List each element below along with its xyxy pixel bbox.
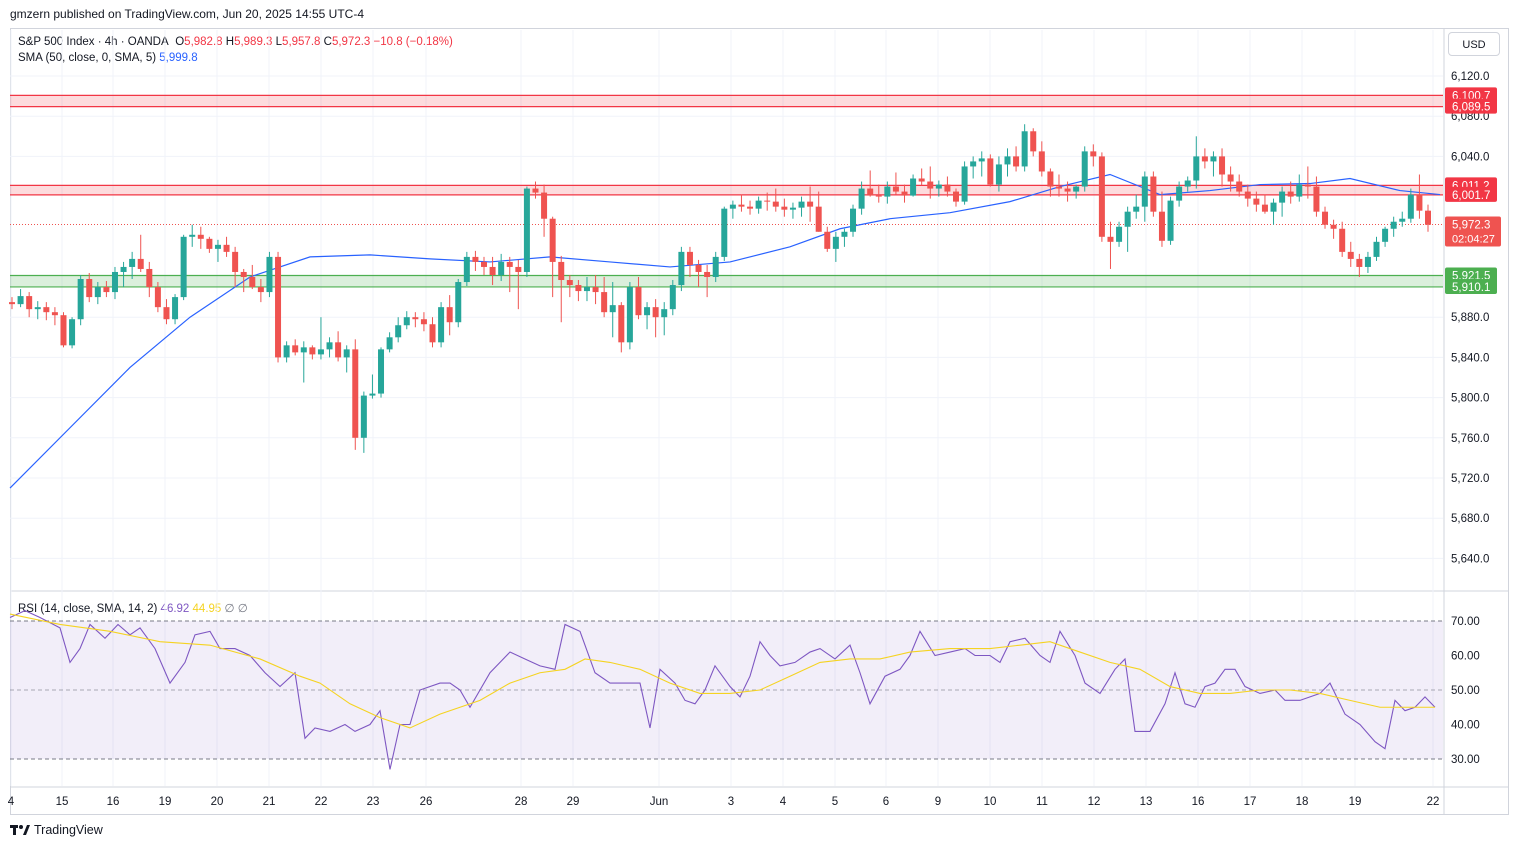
chart-frame xyxy=(10,28,1509,815)
open-label: O xyxy=(175,36,185,48)
symbol-label: S&P 500 Index · 4h · OANDA xyxy=(18,36,169,48)
tradingview-logo-icon xyxy=(10,825,30,835)
close-label: C xyxy=(323,36,332,48)
footer-brand[interactable]: TradingView xyxy=(10,823,103,837)
currency-button[interactable]: USD xyxy=(1448,32,1500,56)
sma-label: SMA (50, close, 0, SMA, 5) xyxy=(18,52,157,64)
rsi-sma-value: 44.95 xyxy=(192,603,222,615)
sma-value: 5,999.8 xyxy=(159,52,198,64)
rsi-extra: ∅ ∅ xyxy=(224,603,248,615)
close-value: 5,972.3 xyxy=(331,36,371,48)
brand-name: TradingView xyxy=(34,823,103,837)
high-value: 5,989.3 xyxy=(234,36,273,48)
main-legend: S&P 500 Index · 4h · OANDA O5,982.8 H5,9… xyxy=(18,36,453,48)
change-value: −10.8 (−0.18%) xyxy=(373,36,453,48)
rsi-label: RSI (14, close, SMA, 14, 2) xyxy=(18,603,158,615)
rsi-legend[interactable]: RSI (14, close, SMA, 14, 2) 46.92 44.95 … xyxy=(18,601,248,615)
sma-legend[interactable]: SMA (50, close, 0, SMA, 5) 5,999.8 xyxy=(18,52,198,64)
rsi-value: 46.92 xyxy=(160,603,190,615)
low-label: L xyxy=(275,36,283,48)
high-label: H xyxy=(225,36,235,48)
published-caption: gmzern published on TradingView.com, Jun… xyxy=(10,7,364,21)
open-value: 5,982.8 xyxy=(184,36,223,48)
low-value: 5,957.8 xyxy=(282,36,321,48)
